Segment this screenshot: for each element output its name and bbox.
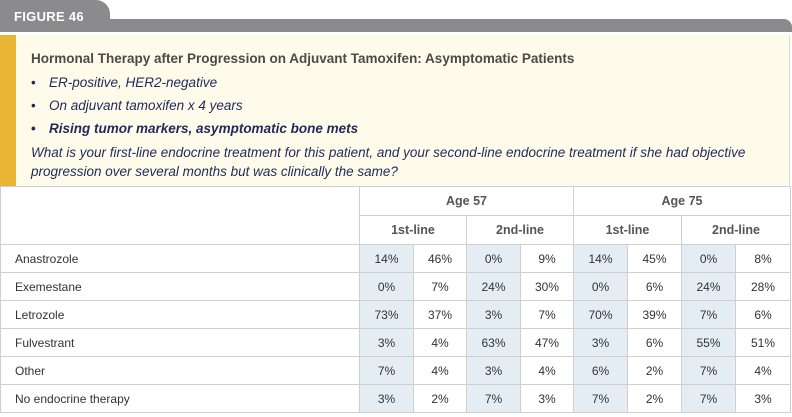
table-cell: 7% <box>359 356 414 385</box>
figure-title: Hormonal Therapy after Progression on Ad… <box>31 51 575 66</box>
table-row: Anastrozole 14% 46% 0% 9% 14% 45% 0% 8% <box>0 244 791 273</box>
case-bullets: • ER-positive, HER2-negative • On adjuvant … <box>31 72 358 141</box>
table-cell: 0% <box>359 272 414 301</box>
table-cell: 4% <box>413 356 467 385</box>
table-row: Other 7% 4% 3% 4% 6% 2% 7% 4% <box>0 356 791 385</box>
table-corner <box>0 186 360 245</box>
question-panel: Hormonal Therapy after Progression on Ad… <box>0 35 790 186</box>
table-cell: 70% <box>573 300 628 329</box>
table-cell: 28% <box>735 272 791 301</box>
table-cell: 24% <box>466 272 521 301</box>
table-cell: 55% <box>681 328 736 357</box>
table-cell: 7% <box>681 356 736 385</box>
figure-tab: FIGURE 46 <box>0 0 110 32</box>
table-cell: 51% <box>735 328 791 357</box>
table-cell: 4% <box>735 356 791 385</box>
case-bullet-text: ER-positive, HER2-negative <box>49 75 218 90</box>
row-label: Exemestane <box>0 272 360 301</box>
table-cell: 8% <box>735 244 791 273</box>
table-cell: 73% <box>359 300 414 329</box>
table-cell: 14% <box>573 244 628 273</box>
bullet-dot-icon: • <box>31 121 36 136</box>
table-cell: 0% <box>681 244 736 273</box>
age-group-header: Age 75 <box>573 186 791 216</box>
table-row: Fulvestrant 3% 4% 63% 47% 3% 6% 55% 51% <box>0 328 791 357</box>
table-cell: 2% <box>627 356 682 385</box>
table-cell: 39% <box>627 300 682 329</box>
table-cell: 3% <box>466 356 521 385</box>
table-cell: 47% <box>520 328 574 357</box>
line-header: 1st-line <box>359 215 467 245</box>
bullet-dot-icon: • <box>31 75 36 90</box>
table-cell: 7% <box>573 384 628 413</box>
age-group-header: Age 57 <box>359 186 574 216</box>
row-label: Other <box>0 356 360 385</box>
line-header: 1st-line <box>573 215 682 245</box>
table-cell: 7% <box>466 384 521 413</box>
table-cell: 2% <box>627 384 682 413</box>
results-table: Age 57 Age 75 1st-line 2nd-line 1st-line… <box>0 186 791 413</box>
table-cell: 37% <box>413 300 467 329</box>
table-cell: 4% <box>413 328 467 357</box>
accent-bar <box>0 35 16 186</box>
row-label: Anastrozole <box>0 244 360 273</box>
table-cell: 14% <box>359 244 414 273</box>
table-cell: 2% <box>413 384 467 413</box>
case-bullet: • ER-positive, HER2-negative <box>31 72 358 95</box>
survey-question: What is your first-line endocrine treatm… <box>31 145 746 179</box>
table-cell: 30% <box>520 272 574 301</box>
table-cell: 7% <box>681 384 736 413</box>
table-cell: 3% <box>520 384 574 413</box>
table-row: No endocrine therapy 3% 2% 7% 3% 7% 2% 7% 3% <box>0 384 791 413</box>
table-cell: 45% <box>627 244 682 273</box>
case-bullet-text: Rising tumor markers, asymptomatic bone … <box>49 121 359 136</box>
table-cell: 63% <box>466 328 521 357</box>
table-cell: 7% <box>681 300 736 329</box>
table-cell: 6% <box>627 272 682 301</box>
table-cell: 6% <box>573 356 628 385</box>
table-row: Exemestane 0% 7% 24% 30% 0% 6% 24% 28% <box>0 272 791 301</box>
table-cell: 3% <box>359 328 414 357</box>
table-cell: 3% <box>573 328 628 357</box>
table-row: Letrozole 73% 37% 3% 7% 70% 39% 7% 6% <box>0 300 791 329</box>
table-cell: 3% <box>359 384 414 413</box>
table-cell: 7% <box>413 272 467 301</box>
table-cell: 7% <box>520 300 574 329</box>
table-cell: 0% <box>573 272 628 301</box>
figure-label: FIGURE 46 <box>14 9 84 24</box>
bullet-dot-icon: • <box>31 98 36 113</box>
table-cell: 3% <box>735 384 791 413</box>
case-bullet-text: On adjuvant tamoxifen x 4 years <box>49 98 243 113</box>
table-cell: 24% <box>681 272 736 301</box>
table-cell: 6% <box>627 328 682 357</box>
row-label: No endocrine therapy <box>0 384 360 413</box>
table-cell: 3% <box>466 300 521 329</box>
line-header: 2nd-line <box>681 215 791 245</box>
figure-header-band <box>0 19 792 32</box>
case-bullet: • On adjuvant tamoxifen x 4 years <box>31 95 358 118</box>
table-cell: 46% <box>413 244 467 273</box>
row-label: Letrozole <box>0 300 360 329</box>
table-cell: 0% <box>466 244 521 273</box>
case-bullet: • Rising tumor markers, asymptomatic bone… <box>31 118 358 141</box>
line-header: 2nd-line <box>466 215 574 245</box>
table-cell: 9% <box>520 244 574 273</box>
row-label: Fulvestrant <box>0 328 360 357</box>
table-cell: 6% <box>735 300 791 329</box>
table-cell: 4% <box>520 356 574 385</box>
